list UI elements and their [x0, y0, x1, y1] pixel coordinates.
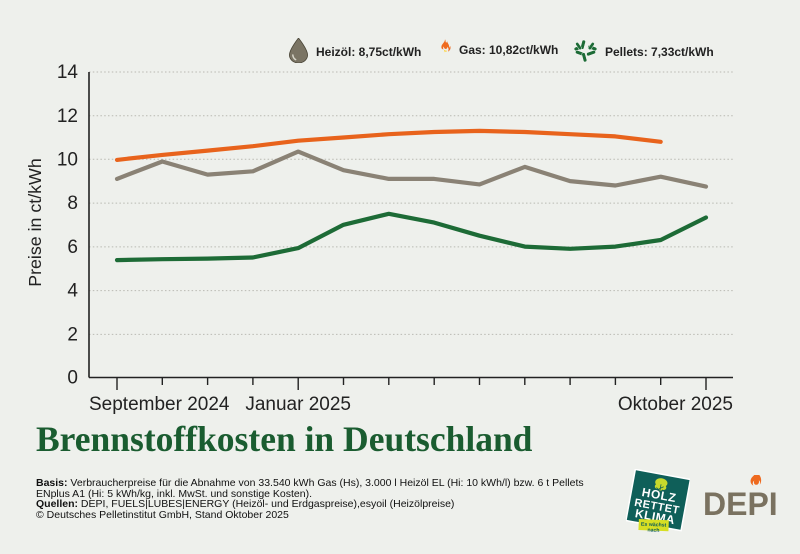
svg-text:0: 0 — [67, 368, 78, 389]
svg-text:Oktober 2025: Oktober 2025 — [618, 394, 733, 415]
svg-text:4: 4 — [67, 281, 78, 302]
svg-text:14: 14 — [57, 62, 79, 83]
svg-text:Januar 2025: Januar 2025 — [245, 394, 351, 415]
svg-text:10: 10 — [57, 149, 78, 170]
svg-text:September 2024: September 2024 — [89, 394, 230, 415]
svg-text:2: 2 — [67, 324, 78, 345]
svg-text:6: 6 — [67, 237, 78, 258]
svg-text:Preise in ct/kWh: Preise in ct/kWh — [25, 158, 45, 286]
svg-text:12: 12 — [57, 106, 78, 127]
svg-text:DEPI: DEPI — [703, 486, 778, 521]
svg-text:8: 8 — [67, 193, 78, 214]
svg-text:nach: nach — [647, 527, 659, 533]
